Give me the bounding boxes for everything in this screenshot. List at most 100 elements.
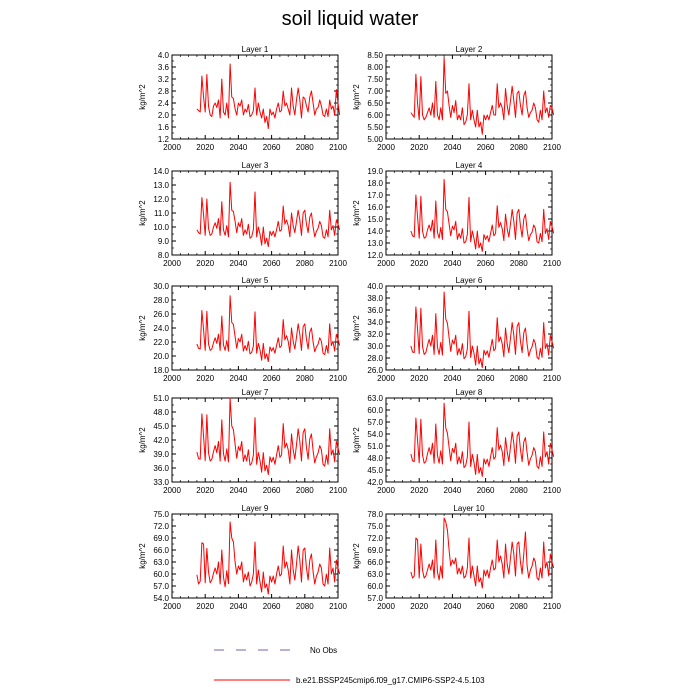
y-tick-label: 69.0: [153, 534, 169, 543]
y-tick-label: 42.0: [367, 478, 383, 487]
y-tick-label: 57.0: [153, 582, 169, 591]
x-tick-label: 2000: [163, 486, 181, 495]
x-tick-label: 2000: [377, 143, 395, 152]
plot-frame: [171, 170, 339, 256]
panel-title: Layer 10: [453, 504, 485, 513]
series-line: [410, 291, 555, 369]
x-tick-label: 2100: [543, 602, 561, 611]
x-tick-label: 2100: [329, 602, 347, 611]
x-tick-label: 2000: [163, 602, 181, 611]
x-tick-label: 2000: [163, 259, 181, 268]
y-tick-label: 19.0: [367, 167, 383, 176]
y-tick-label: 18.0: [153, 366, 169, 375]
plot-frame: [171, 397, 339, 483]
x-tick-label: 2020: [196, 374, 214, 383]
plot-frame: [385, 170, 553, 256]
x-tick-label: 2060: [263, 259, 281, 268]
y-tick-label: 12.0: [153, 195, 169, 204]
y-tick-label: 26.0: [367, 366, 383, 375]
x-tick-label: 2100: [543, 374, 561, 383]
x-tick-label: 2020: [410, 486, 428, 495]
y-tick-label: 75.0: [153, 510, 169, 519]
y-tick-label: 34.0: [367, 318, 383, 327]
x-tick-label: 2060: [263, 374, 281, 383]
series-line: [410, 402, 555, 477]
y-axis-label: kg/m^2: [352, 315, 361, 341]
y-tick-label: 60.0: [367, 406, 383, 415]
legend: No Obs b.e21.BSSP245cmip6.f09_g17.CMIP6-…: [214, 646, 485, 685]
y-axis-label: kg/m^2: [138, 84, 147, 110]
panel-title: Layer 9: [242, 504, 269, 513]
y-tick-label: 40.0: [367, 282, 383, 291]
y-tick-label: 78.0: [367, 510, 383, 519]
series-line: [410, 56, 555, 135]
y-tick-label: 60.0: [153, 570, 169, 579]
y-tick-label: 72.0: [367, 534, 383, 543]
x-tick-label: 2000: [377, 374, 395, 383]
y-tick-label: 66.0: [367, 558, 383, 567]
x-tick-label: 2040: [444, 259, 462, 268]
x-tick-label: 2020: [196, 486, 214, 495]
y-tick-label: 63.0: [367, 394, 383, 403]
x-tick-label: 2040: [444, 143, 462, 152]
x-tick-label: 2060: [263, 143, 281, 152]
x-tick-label: 2000: [163, 374, 181, 383]
y-tick-label: 20.0: [153, 352, 169, 361]
y-tick-label: 28.0: [367, 354, 383, 363]
x-tick-label: 2080: [510, 143, 528, 152]
y-tick-label: 10.0: [153, 223, 169, 232]
y-tick-label: 54.0: [367, 430, 383, 439]
y-tick-label: 45.0: [367, 466, 383, 475]
plot-frame: [385, 397, 553, 483]
series-line: [196, 521, 341, 595]
x-tick-label: 2060: [263, 486, 281, 495]
y-tick-label: 13.0: [153, 181, 169, 190]
y-tick-label: 38.0: [367, 294, 383, 303]
y-tick-label: 17.0: [367, 191, 383, 200]
y-tick-label: 66.0: [153, 546, 169, 555]
x-tick-label: 2100: [329, 374, 347, 383]
panel-layer-2: Layer 2 kg/m^2 2000 2020 2040 2060 2080 2100 5.0…: [352, 45, 561, 152]
y-axis-label: kg/m^2: [138, 315, 147, 341]
y-tick-label: 63.0: [153, 558, 169, 567]
y-tick-label: 36.0: [153, 464, 169, 473]
x-tick-label: 2040: [444, 602, 462, 611]
y-tick-label: 5.50: [367, 123, 383, 132]
x-tick-label: 2080: [296, 374, 314, 383]
y-tick-label: 3.6: [158, 63, 170, 72]
x-tick-label: 2060: [477, 486, 495, 495]
y-tick-label: 69.0: [367, 546, 383, 555]
series-line: [196, 63, 341, 129]
x-tick-label: 2060: [477, 143, 495, 152]
y-tick-label: 32.0: [367, 330, 383, 339]
legend-model-label: b.e21.BSSP245cmip6.f09_g17.CMIP6-SSP2-4.…: [296, 676, 485, 685]
y-axis-label: kg/m^2: [352, 200, 361, 226]
y-tick-label: 12.0: [367, 251, 383, 260]
series-line: [410, 178, 555, 252]
y-tick-label: 36.0: [367, 306, 383, 315]
x-tick-label: 2060: [477, 374, 495, 383]
y-tick-label: 48.0: [367, 454, 383, 463]
panel-layer-6: Layer 6 kg/m^2 2000 2020 2040 2060 2080 2100 26.…: [352, 276, 561, 383]
x-tick-label: 2040: [230, 602, 248, 611]
y-tick-label: 9.0: [158, 237, 170, 246]
panel-title: Layer 2: [456, 45, 483, 54]
y-tick-label: 22.0: [153, 338, 169, 347]
x-tick-label: 2100: [329, 486, 347, 495]
series-line: [196, 181, 341, 248]
y-tick-label: 24.0: [153, 324, 169, 333]
x-tick-label: 2000: [377, 486, 395, 495]
y-axis-label: kg/m^2: [352, 543, 361, 569]
x-tick-label: 2000: [377, 259, 395, 268]
x-tick-label: 2080: [510, 374, 528, 383]
panel-layer-9: Layer 9 kg/m^2 2000 2020 2040 2060 2080 2100 54.…: [138, 504, 347, 611]
panel-layer-3: Layer 3 kg/m^2 2000 2020 2040 2060 2080 2100 8.0…: [138, 161, 347, 268]
y-tick-label: 63.0: [367, 570, 383, 579]
y-tick-label: 57.0: [367, 418, 383, 427]
y-tick-label: 72.0: [153, 522, 169, 531]
y-axis-label: kg/m^2: [138, 427, 147, 453]
y-tick-label: 30.0: [153, 282, 169, 291]
panel-title: Layer 6: [456, 276, 483, 285]
y-axis-label: kg/m^2: [352, 427, 361, 453]
